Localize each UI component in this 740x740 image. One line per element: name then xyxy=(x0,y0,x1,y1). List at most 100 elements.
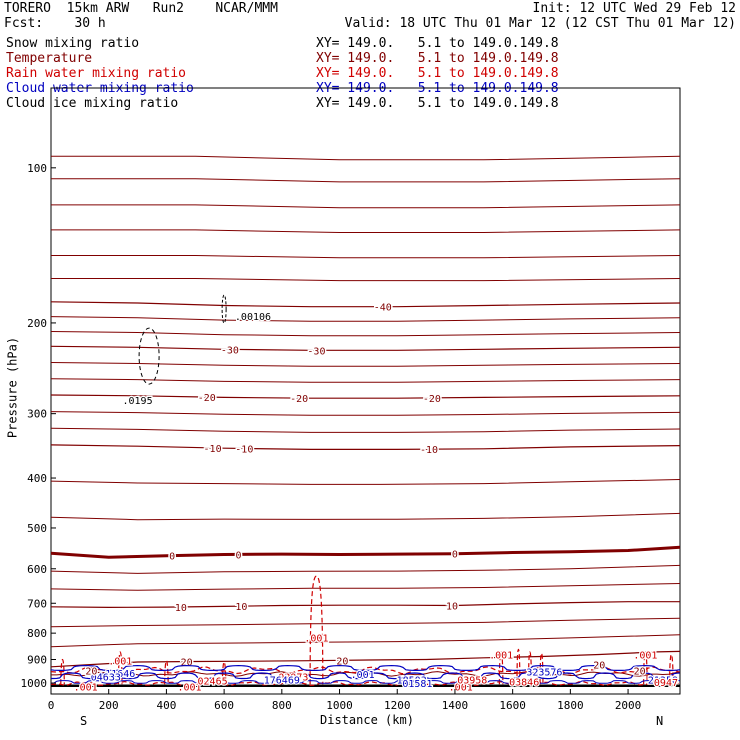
rain-contour xyxy=(516,648,521,685)
header-init: Init: 12 UTC Wed 29 Feb 12 xyxy=(532,1,737,16)
cloud-ice-contour xyxy=(221,294,227,324)
x-tick-label: 200 xyxy=(99,699,119,712)
contour-annotation: 02465 xyxy=(198,676,228,687)
isotherm-line xyxy=(50,650,681,668)
y-tick-label: 1000 xyxy=(21,677,48,690)
isotherm-line xyxy=(50,301,681,308)
contour-annotation: .0195 xyxy=(123,396,153,407)
isotherm-line-minor xyxy=(50,316,681,322)
contour-annotation: 02973 xyxy=(278,672,308,683)
isotherm-line-minor xyxy=(50,479,681,485)
isotherm-line-minor xyxy=(51,255,681,259)
isotherm-label: -20 xyxy=(290,394,308,405)
y-axis-title: Pressure (hPa) xyxy=(5,336,20,439)
isotherm-line-minor xyxy=(51,278,681,282)
isotherm-line-minor xyxy=(50,411,681,416)
x-tick-label: 1400 xyxy=(442,699,469,712)
plot-frame xyxy=(50,87,681,695)
isotherm-label: -20 xyxy=(423,394,441,405)
contour-annotation: .001 xyxy=(108,657,132,668)
cloud-water-contour xyxy=(51,672,681,680)
isotherm-label: 0 xyxy=(452,550,458,561)
isotherm-line-minor xyxy=(51,178,681,183)
isotherm-label: 10 xyxy=(175,603,187,614)
isotherm-line-minor xyxy=(50,331,681,337)
x-tick-label: 0 xyxy=(48,699,55,712)
isotherm-label: 0 xyxy=(236,550,242,561)
contour-annotation: 03958 xyxy=(457,676,487,687)
x-tick-label: 2000 xyxy=(615,699,642,712)
contour-annotation: 11646 xyxy=(105,669,135,680)
contour-annotation: 323576 xyxy=(526,668,562,679)
contour-annotation: .00106 xyxy=(235,312,271,323)
rain-contour xyxy=(221,661,227,685)
rain-contour xyxy=(117,651,123,685)
header-fcst: Fcst: 30 h xyxy=(4,16,106,31)
rain-contour-low xyxy=(50,666,679,675)
isotherm-label: -10 xyxy=(204,444,222,455)
x-tick-label: 600 xyxy=(214,699,234,712)
legend-cloud-ice-xy: XY= 149.0. 5.1 to 149.0.149.8 xyxy=(316,96,559,111)
y-tick-label: 300 xyxy=(27,408,47,421)
isotherm-label: -20 xyxy=(198,393,216,404)
contour-annotation: 0947 xyxy=(654,678,678,689)
legend-temperature-label: Temperature xyxy=(6,51,93,66)
legend-snow-label: Snow mixing ratio xyxy=(6,36,140,51)
isotherm-line xyxy=(50,394,681,399)
isotherm-line-minor xyxy=(51,155,681,161)
isotherm-line-minor xyxy=(50,362,681,367)
contour-annotation: 176469 xyxy=(264,676,300,687)
contour-annotation: .001 xyxy=(449,682,473,693)
isotherm-label: 10 xyxy=(446,601,458,612)
isotherm-line-minor xyxy=(50,564,681,574)
contour-annotation: .001 xyxy=(177,682,201,693)
isotherm-line-minor xyxy=(50,634,681,648)
isotherm-line-minor xyxy=(50,583,681,591)
isotherm-label: -10 xyxy=(235,444,253,455)
x-tick-label: 1200 xyxy=(384,699,411,712)
contour-annotation: 20 xyxy=(634,666,646,677)
isotherm-label: -30 xyxy=(221,345,239,356)
contour-annotation: .001 xyxy=(633,650,657,661)
cloud-water-contour xyxy=(50,664,681,671)
north-label: N xyxy=(656,714,664,728)
contour-annotation: 20 xyxy=(593,660,605,671)
rain-contour-surface xyxy=(50,680,679,687)
y-tick-label: 400 xyxy=(27,472,47,485)
y-tick-label: 100 xyxy=(27,162,47,175)
rain-contour xyxy=(60,658,65,685)
isotherm-label: 10 xyxy=(235,602,247,613)
south-label: S xyxy=(80,714,88,728)
contour-annotation: 01581 xyxy=(402,679,432,690)
isotherm-label: -40 xyxy=(374,303,392,314)
contour-annotation: .001 xyxy=(74,682,98,693)
isotherm-label: 0 xyxy=(169,552,175,563)
rain-contour xyxy=(643,651,648,685)
rain-contour xyxy=(164,660,169,685)
y-tick-label: 800 xyxy=(27,627,47,640)
contour-annotation: 20 xyxy=(85,666,97,677)
contour-annotation: .001 xyxy=(489,650,513,661)
x-tick-label: 1600 xyxy=(499,699,526,712)
y-tick-label: 600 xyxy=(27,563,47,576)
x-axis-title: Distance (km) xyxy=(320,713,414,727)
isotherm-line-minor xyxy=(51,229,681,233)
y-tick-label: 500 xyxy=(27,522,47,535)
x-tick-label: 1800 xyxy=(557,699,584,712)
x-tick-label: 400 xyxy=(156,699,176,712)
isotherm-line-minor xyxy=(50,427,681,433)
cloud-water-contour xyxy=(50,680,681,684)
cloud-ice-contour xyxy=(138,327,160,385)
header-valid: Valid: 18 UTC Thu 01 Mar 12 (12 CST Thu … xyxy=(344,16,736,31)
header-model: TORERO 15km ARW Run2 NCAR/MMM xyxy=(4,1,278,16)
legend-cloud-ice-label: Cloud ice mixing ratio xyxy=(6,96,179,111)
legend-temperature-xy: XY= 149.0. 5.1 to 149.0.149.8 xyxy=(316,51,559,66)
legend-rain-label: Rain water mixing ratio xyxy=(6,66,187,81)
isotherm-line-minor xyxy=(50,512,681,521)
isotherm-line xyxy=(50,545,681,559)
legend-rain-xy: XY= 149.0. 5.1 to 149.0.149.8 xyxy=(316,66,559,81)
rain-contour xyxy=(498,651,504,685)
y-tick-label: 900 xyxy=(27,654,47,667)
y-tick-label: 700 xyxy=(27,597,47,610)
